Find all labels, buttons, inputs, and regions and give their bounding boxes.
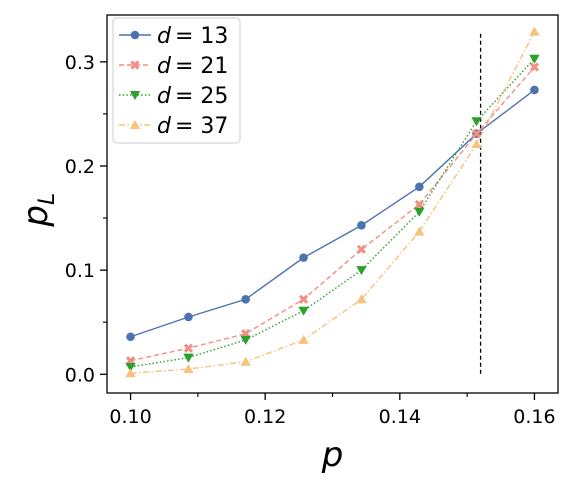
series-2: [125, 62, 540, 366]
data-point: [183, 343, 194, 353]
legend-label-var: d: [157, 114, 172, 139]
data-point: [298, 334, 309, 344]
y-tick-label: 0.0: [65, 364, 95, 386]
series-3: [125, 54, 540, 372]
data-point: [240, 356, 251, 366]
legend-label-value: = 13: [175, 24, 228, 49]
legend: d = 13d = 21d = 25d = 37: [112, 17, 241, 144]
data-point: [530, 85, 539, 95]
plot-marks: [125, 26, 540, 378]
data-point: [125, 362, 136, 372]
data-point: [529, 62, 540, 72]
data-point: [414, 199, 424, 210]
y-tick-label: 0.2: [65, 156, 95, 178]
legend-label-var: d: [157, 54, 172, 79]
series-line: [130, 89, 535, 338]
data-point: [298, 294, 309, 304]
data-point: [529, 26, 540, 36]
data-point: [241, 294, 250, 304]
x-tick-label: 0.14: [379, 406, 421, 428]
legend-label: d = 21: [157, 54, 228, 79]
legend-box: [112, 17, 241, 144]
legend-label-value: = 37: [175, 114, 228, 139]
legend-marker: [130, 30, 140, 40]
x-tick-label: 0.16: [513, 406, 555, 428]
data-point: [414, 226, 425, 236]
series-line: [130, 66, 535, 362]
series-line: [130, 58, 535, 368]
data-point: [357, 221, 366, 230]
x-tick-label: 0.12: [244, 406, 286, 428]
y-tick-label: 0.3: [65, 52, 95, 74]
data-point: [415, 182, 424, 192]
legend-label-var: d: [157, 24, 172, 49]
x-axis-title: p: [321, 435, 344, 475]
data-point: [356, 244, 367, 254]
data-point: [184, 312, 193, 322]
data-point: [471, 129, 482, 139]
data-point: [298, 306, 309, 316]
data-point: [414, 207, 425, 217]
data-point: [356, 294, 367, 304]
legend-label-value: = 21: [175, 54, 228, 79]
y-axis-title-main: p: [16, 205, 56, 228]
legend-marker: [129, 91, 141, 100]
x-tick-label: 0.10: [109, 406, 151, 428]
legend-label: d = 37: [157, 114, 228, 139]
series-4: [125, 26, 540, 378]
series-line: [130, 31, 536, 374]
data-point: [471, 139, 482, 149]
data-point: [356, 266, 367, 276]
legend-marker: [129, 120, 141, 129]
legend-label-value: = 25: [175, 84, 228, 109]
data-point: [299, 253, 308, 262]
y-axis-title-subscript: L: [35, 193, 60, 205]
data-point: [183, 364, 194, 374]
data-point: [471, 117, 482, 127]
legend-label: d = 25: [157, 84, 228, 109]
data-point: [125, 368, 136, 378]
legend-label: d = 13: [157, 24, 228, 49]
y-axis-title: pL: [16, 193, 60, 228]
data-point: [240, 335, 251, 345]
data-point: [126, 332, 135, 342]
legend-label-var: d: [157, 84, 172, 109]
y-tick-label: 0.1: [65, 260, 95, 282]
data-point: [529, 54, 540, 64]
data-point: [183, 353, 194, 363]
legend-marker: [130, 60, 140, 70]
